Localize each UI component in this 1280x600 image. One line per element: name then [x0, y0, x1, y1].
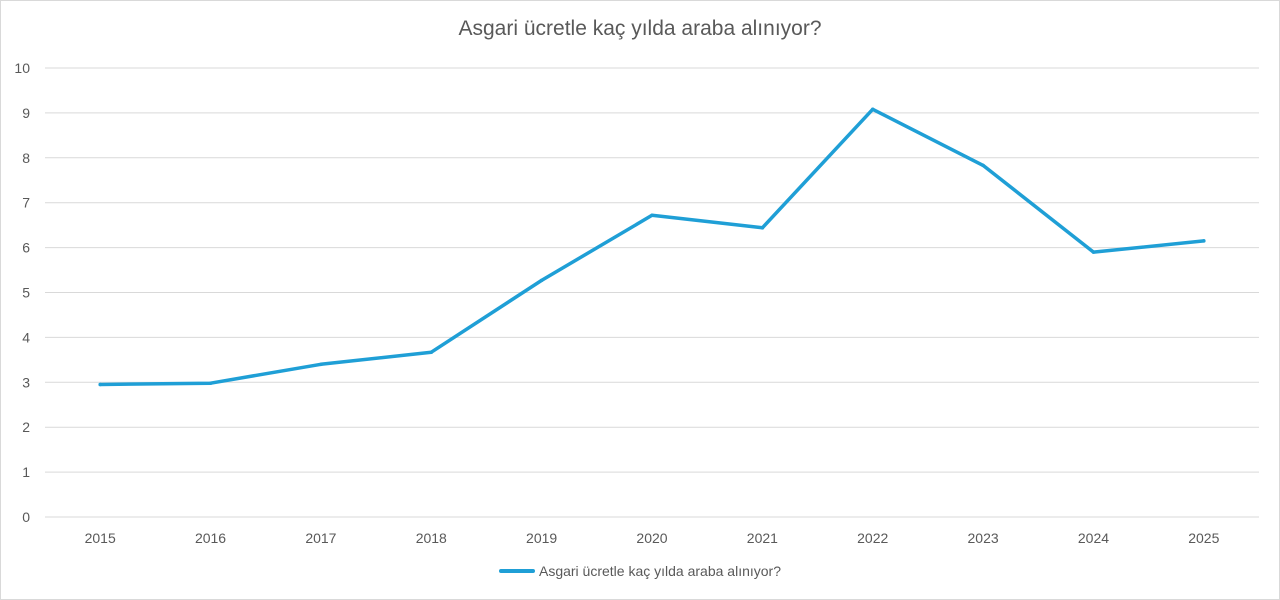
- x-tick-label: 2015: [85, 530, 116, 546]
- y-tick-label: 5: [22, 285, 30, 301]
- data-point: [650, 213, 654, 218]
- legend-label: Asgari ücretle kaç yılda araba alınıyor?: [538, 563, 781, 579]
- x-tick-label: 2019: [526, 530, 557, 546]
- data-point: [981, 163, 985, 168]
- x-tick-label: 2020: [636, 530, 667, 546]
- data-point: [319, 362, 323, 367]
- x-tick-label: 2016: [195, 530, 226, 546]
- x-tick-label: 2018: [416, 530, 447, 546]
- data-point: [429, 350, 434, 354]
- y-tick-label: 6: [22, 240, 30, 256]
- data-point: [1091, 250, 1096, 254]
- legend-swatch: [498, 569, 535, 573]
- y-tick-label: 9: [22, 105, 30, 121]
- y-tick-label: 0: [22, 509, 30, 525]
- y-tick-label: 10: [14, 60, 30, 76]
- data-point: [870, 107, 875, 112]
- data-point: [208, 381, 213, 385]
- x-tick-label: 2017: [305, 530, 336, 546]
- x-tick-label: 2022: [857, 530, 888, 546]
- y-tick-label: 7: [22, 195, 30, 211]
- y-tick-label: 1: [22, 464, 30, 480]
- y-tick-label: 8: [22, 150, 30, 166]
- y-tick-label: 3: [22, 374, 30, 390]
- chart-title: Asgari ücretle kaç yılda araba alınıyor?: [458, 17, 822, 40]
- data-point: [98, 382, 102, 387]
- data-point: [1202, 239, 1206, 243]
- data-point: [539, 278, 544, 283]
- x-tick-label: 2025: [1188, 530, 1219, 546]
- legend: Asgari ücretle kaç yılda araba alınıyor?: [1, 563, 1279, 579]
- x-tick-label: 2021: [747, 530, 778, 546]
- x-tick-label: 2023: [968, 530, 999, 546]
- y-tick-label: 2: [22, 419, 30, 435]
- y-tick-label: 4: [22, 329, 30, 345]
- x-tick-label: 2024: [1078, 530, 1109, 546]
- data-point: [760, 226, 765, 230]
- series-line: [98, 107, 1206, 387]
